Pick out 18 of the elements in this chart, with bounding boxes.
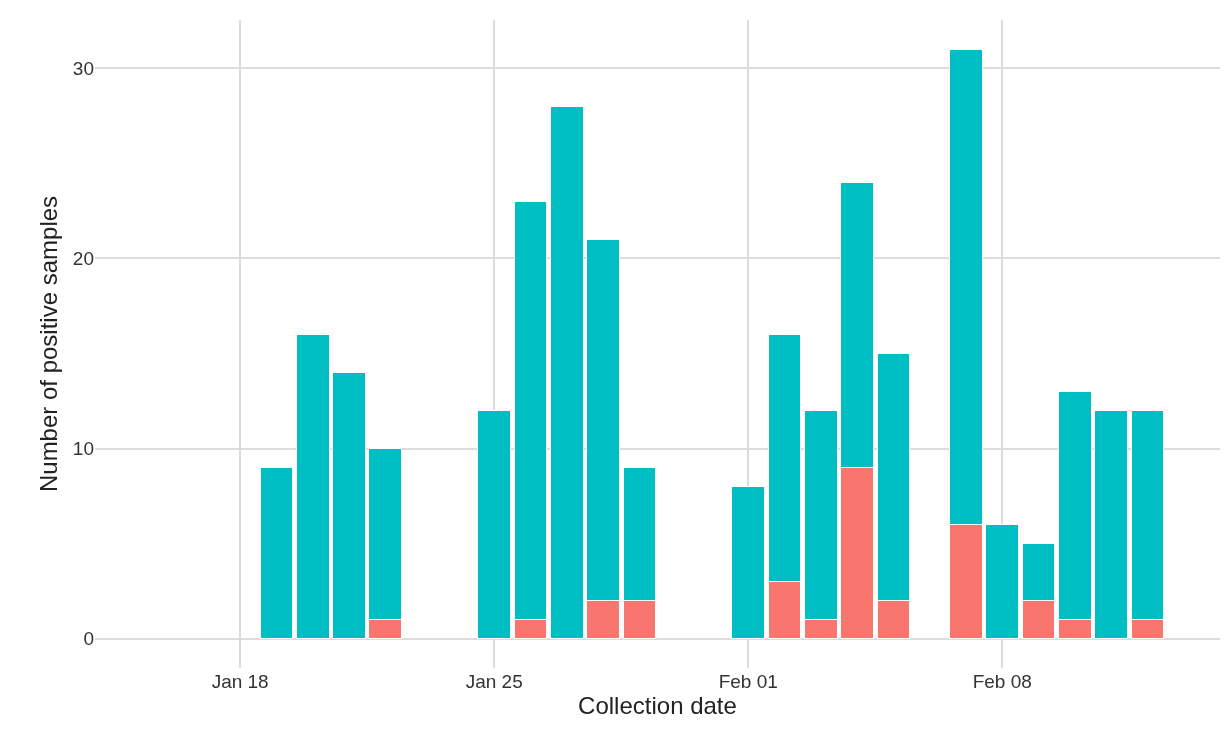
y-tick-label: 20 (72, 248, 94, 270)
y-tick-label: 30 (72, 58, 94, 80)
bar (731, 486, 766, 640)
x-tick-label: Feb 08 (972, 671, 1032, 692)
bar (1094, 410, 1128, 640)
bar (549, 105, 584, 640)
x-tick-label: Jan 25 (465, 671, 523, 692)
bar (985, 524, 1020, 640)
x-tick-label: Jan 18 (211, 671, 269, 692)
bar (295, 334, 330, 640)
y-tick-label: 10 (72, 438, 94, 460)
bar (332, 372, 366, 640)
y-axis-title: Number of positive samples (34, 195, 62, 493)
y-tick-label: 0 (83, 628, 94, 650)
bar (259, 467, 294, 640)
x-tick-label: Feb 01 (718, 671, 778, 692)
bar (477, 410, 512, 640)
x-axis-title: Collection date (578, 692, 737, 719)
